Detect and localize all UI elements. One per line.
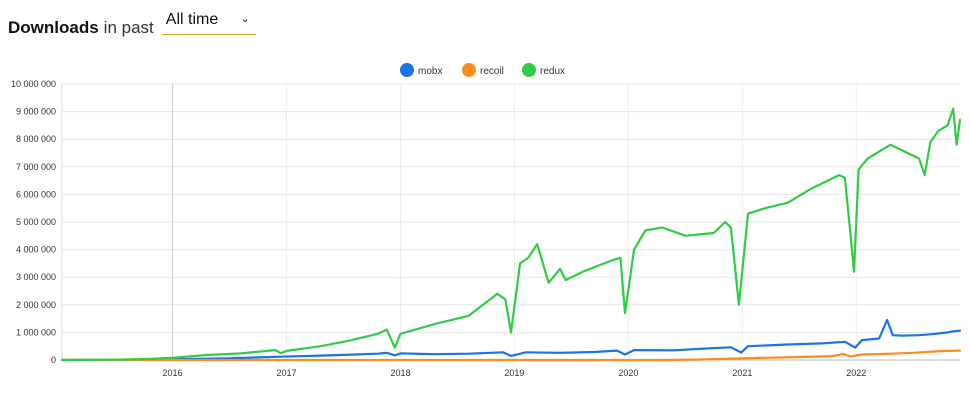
grid: [61, 83, 960, 361]
series-line-recoil: [60, 349, 962, 362]
x-tick-label: 2018: [390, 368, 410, 378]
downloads-line-chart: 0 1 000 000 2 000 000 3 000 000 4 000 000 5 0…: [11, 63, 962, 378]
legend-item-recoil[interactable]: recoil: [462, 63, 504, 77]
legend-swatch-recoil: [462, 63, 476, 77]
x-tick-label: 2017: [276, 368, 296, 378]
y-tick-label: 10 000 000: [11, 79, 56, 89]
legend-label-redux: redux: [540, 66, 565, 77]
legend-swatch-redux: [522, 63, 536, 77]
x-tick-label: 2016: [163, 368, 183, 378]
legend-item-mobx[interactable]: mobx: [400, 63, 442, 77]
downloads-label: Downloads: [8, 18, 99, 37]
y-tick-label: 1 000 000: [16, 327, 56, 337]
x-tick-label: 2019: [504, 368, 524, 378]
y-tick-label: 9 000 000: [16, 107, 56, 117]
series-line-redux: [60, 107, 962, 362]
legend-label-recoil: recoil: [480, 66, 504, 77]
y-tick-label: 8 000 000: [16, 134, 56, 144]
period-select[interactable]: All time ⌄: [161, 10, 256, 35]
period-value: All time: [165, 11, 219, 28]
x-tick-label: 2020: [618, 368, 638, 378]
y-tick-label: 2 000 000: [16, 300, 56, 310]
y-tick-label: 0: [51, 355, 56, 365]
in-past-label: in past: [103, 18, 154, 37]
y-tick-label: 5 000 000: [16, 217, 56, 227]
y-tick-label: 4 000 000: [16, 245, 56, 255]
downloads-header: Downloads in past All time ⌄: [8, 8, 256, 37]
legend-label-mobx: mobx: [418, 66, 442, 77]
y-tick-label: 6 000 000: [16, 189, 56, 199]
chevron-down-icon: ⌄: [240, 13, 250, 25]
axes: 0 1 000 000 2 000 000 3 000 000 4 000 000 5 0…: [11, 79, 866, 378]
y-tick-label: 7 000 000: [16, 162, 56, 172]
legend-item-redux[interactable]: redux: [522, 63, 565, 77]
series-lines: [60, 107, 962, 362]
series-line-mobx: [60, 318, 962, 362]
x-tick-label: 2022: [846, 368, 866, 378]
y-tick-label: 3 000 000: [16, 272, 56, 282]
legend: mobx recoil redux: [400, 63, 565, 77]
x-tick-label: 2021: [732, 368, 752, 378]
legend-swatch-mobx: [400, 63, 414, 77]
